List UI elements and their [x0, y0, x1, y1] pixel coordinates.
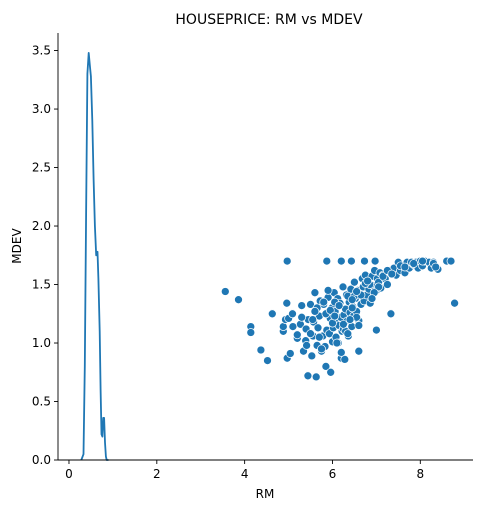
- y-tick-label: 1.5: [32, 278, 51, 292]
- scatter-point: [234, 295, 243, 305]
- scatter-point: [321, 362, 331, 371]
- y-tick-label: 0.0: [32, 453, 51, 467]
- scatter-point: [354, 346, 364, 356]
- scatter-point: [340, 355, 350, 364]
- scatter-point: [310, 307, 320, 316]
- scatter-point: [307, 351, 317, 361]
- scatter-point: [352, 287, 361, 296]
- scatter-point: [246, 328, 256, 337]
- scatter-point: [338, 282, 348, 292]
- scatter-point: [256, 345, 266, 355]
- scatter-point: [347, 256, 356, 266]
- scatter-point: [282, 256, 292, 266]
- y-tick-label: 2.5: [32, 161, 51, 175]
- y-tick-label: 2.0: [32, 219, 51, 233]
- scatter-point: [311, 372, 321, 382]
- scatter-point: [306, 300, 315, 309]
- kde-series-line: [80, 52, 109, 461]
- scatter-point: [317, 344, 326, 354]
- scatter-point: [314, 332, 324, 342]
- scatter-point: [288, 322, 298, 331]
- y-axis-label: MDEV: [10, 228, 24, 264]
- scatter-point: [350, 277, 359, 287]
- scatter-point: [360, 256, 369, 266]
- scatter-point: [347, 295, 357, 305]
- scatter-point: [400, 262, 410, 272]
- scatter-point: [332, 338, 342, 348]
- scatter-point: [386, 309, 396, 319]
- scatter-point: [288, 309, 297, 319]
- scatter-point: [336, 256, 346, 266]
- y-tick-label: 3.5: [32, 44, 51, 58]
- scatter-point: [409, 259, 419, 268]
- scatter-point: [326, 367, 336, 377]
- scatter-point: [319, 297, 329, 307]
- x-tick-label: 4: [241, 467, 249, 481]
- scatter-point: [297, 301, 307, 310]
- scatter-point: [292, 330, 302, 340]
- scatter-point: [282, 298, 292, 308]
- scatter-point: [378, 271, 388, 281]
- plot-area: [80, 52, 459, 461]
- scatter-point: [347, 303, 357, 313]
- y-tick-label: 0.5: [32, 395, 51, 409]
- scatter-point: [450, 298, 459, 308]
- scatter-point: [372, 325, 381, 335]
- x-tick-label: 8: [416, 467, 424, 481]
- scatter-point: [354, 321, 364, 330]
- scatter-point: [339, 319, 348, 329]
- scatter-point: [383, 280, 392, 289]
- scatter-point: [330, 311, 340, 321]
- scatter-point: [313, 323, 323, 333]
- scatter-point: [306, 329, 315, 339]
- scatter-point: [323, 286, 333, 295]
- scatter-point: [418, 256, 427, 266]
- scatter-point: [334, 301, 344, 310]
- scatter-point: [343, 329, 353, 339]
- chart-title: HOUSEPRICE: RM vs MDEV: [175, 12, 363, 28]
- scatter-point: [367, 294, 377, 303]
- axis-ticks: 0 2 4 6 8 0.0 0.5 1.0 1.5 2.0 2.5 3.0 3.5: [32, 44, 424, 481]
- scatter-point: [431, 262, 441, 272]
- x-tick-label: 2: [153, 467, 161, 481]
- scatter-point: [308, 315, 318, 324]
- scatter-point: [310, 288, 320, 298]
- x-axis-label: RM: [256, 487, 275, 501]
- scatter-point: [302, 341, 311, 350]
- y-tick-label: 1.0: [32, 336, 51, 350]
- x-tick-label: 6: [329, 467, 337, 481]
- scatter-point: [446, 256, 456, 266]
- scatter-point: [370, 256, 380, 266]
- scatter-point: [267, 309, 277, 319]
- scatter-point: [374, 282, 383, 292]
- scatter-point: [325, 305, 335, 315]
- scatter-point: [363, 276, 372, 286]
- scatter-point: [303, 371, 313, 381]
- x-tick-label: 0: [65, 467, 73, 481]
- scatter-point: [322, 256, 332, 266]
- scatter-point: [297, 312, 307, 322]
- scatter-point: [387, 269, 397, 279]
- scatter-point: [336, 348, 346, 357]
- scatter-point: [220, 287, 230, 296]
- scatter-point: [345, 315, 355, 324]
- y-tick-label: 3.0: [32, 102, 51, 116]
- scatter-point: [285, 349, 295, 358]
- scatter-point: [263, 356, 272, 365]
